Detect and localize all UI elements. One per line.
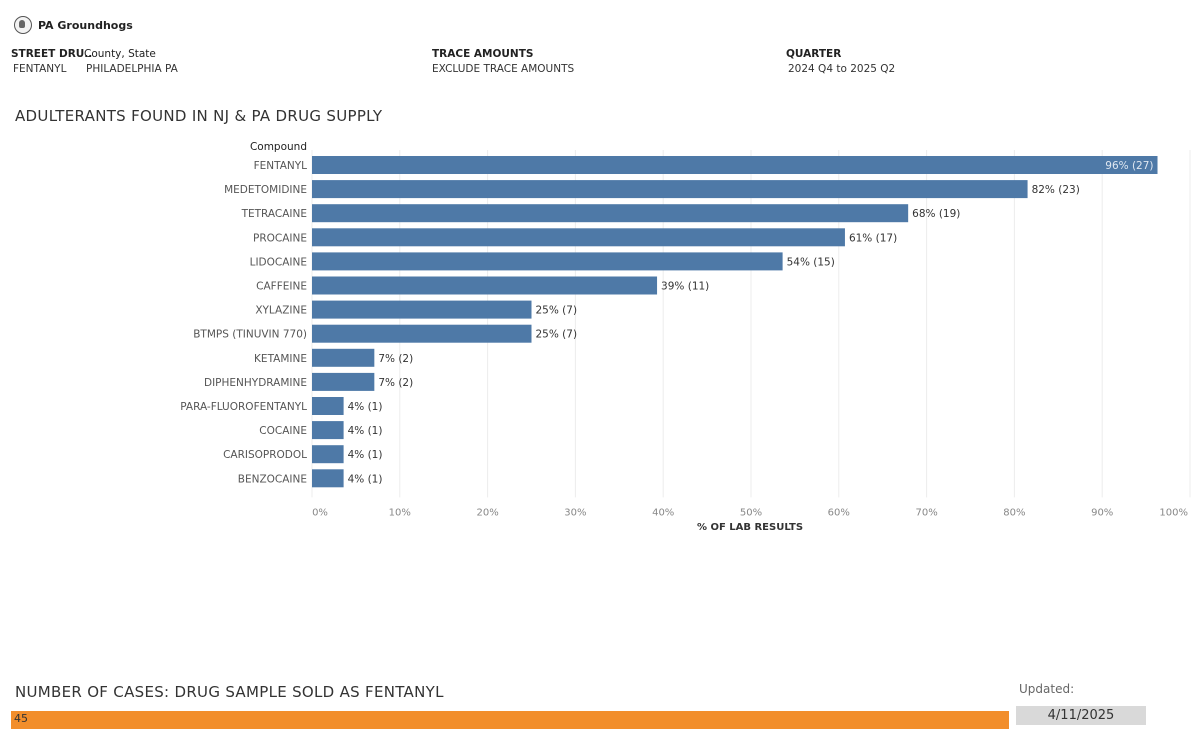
x-tick-label: 100%	[1159, 507, 1188, 518]
bar-value-label: 68% (19)	[912, 208, 960, 220]
quarter-filter-value[interactable]: 2024 Q4 to 2025 Q2	[788, 63, 896, 75]
bar-value-label: 61% (17)	[849, 232, 897, 244]
bar[interactable]	[312, 348, 375, 367]
x-tick-label: 40%	[652, 507, 674, 518]
x-tick-label: 0%	[312, 507, 328, 518]
bar[interactable]	[312, 469, 344, 488]
bar-value-label: 82% (23)	[1032, 184, 1080, 196]
x-tick-label: 90%	[1091, 507, 1113, 518]
bar-value-label: 4% (1)	[348, 425, 383, 437]
category-label: BTMPS (TINUVIN 770)	[193, 329, 307, 341]
bar-value-label: 96% (27)	[1105, 160, 1153, 172]
category-header: Compound	[250, 141, 307, 153]
bar[interactable]	[312, 156, 1158, 174]
cases-bar: 45	[11, 711, 1009, 729]
bar-value-label: 25% (7)	[536, 305, 578, 317]
bar-value-label: 7% (2)	[378, 353, 413, 365]
trace-amounts-filter-value[interactable]: EXCLUDE TRACE AMOUNTS	[432, 63, 575, 75]
bars: 96% (27) 82% (23) 68% (19) 61% (17) 54% (15)…	[312, 156, 1158, 488]
updated-label: Updated:	[1019, 682, 1075, 696]
street-drug-filter-value[interactable]: FENTANYL	[13, 63, 67, 75]
bar-value-label: 4% (1)	[348, 449, 383, 461]
category-label: PARA-FLUOROFENTANYL	[180, 401, 307, 413]
bar[interactable]	[312, 252, 783, 271]
category-label: CAFFEINE	[256, 281, 307, 293]
cases-count: 45	[14, 712, 28, 725]
bar-value-label: 39% (11)	[661, 281, 709, 293]
x-tick-label: 20%	[476, 507, 498, 518]
bar-value-label: 4% (1)	[348, 401, 383, 413]
adulterants-bar-chart: 96% (27) 82% (23) 68% (19) 61% (17) 54% (15)…	[180, 141, 1191, 533]
category-label: KETAMINE	[254, 353, 307, 365]
street-drug-filter-label: STREET DRU..	[11, 48, 93, 60]
bar[interactable]	[312, 421, 344, 440]
quarter-filter-label: QUARTER	[786, 48, 842, 60]
chart-title: ADULTERANTS FOUND IN NJ & PA DRUG SUPPLY	[15, 107, 383, 125]
brand-name: PA Groundhogs	[38, 18, 133, 32]
x-tick-label: 80%	[1003, 507, 1025, 518]
category-labels: FENTANYL MEDETOMIDINE TETRACAINE PROCAINE LI…	[180, 160, 307, 485]
bar[interactable]	[312, 372, 375, 391]
bar-value-label: 4% (1)	[348, 473, 383, 485]
x-tick-label: 50%	[740, 507, 762, 518]
category-label: COCAINE	[259, 425, 307, 437]
category-label: XYLAZINE	[255, 305, 307, 317]
bar-value-label: 54% (15)	[787, 256, 835, 268]
bar[interactable]	[312, 445, 344, 464]
category-label: MEDETOMIDINE	[224, 184, 307, 196]
county-state-filter-label: County, State	[84, 48, 156, 60]
category-label: LIDOCAINE	[250, 256, 307, 268]
brand: PA Groundhogs	[14, 16, 133, 34]
groundhog-logo-icon	[14, 16, 32, 34]
bar[interactable]	[312, 276, 658, 295]
category-label: CARISOPRODOL	[223, 449, 307, 461]
category-label: FENTANYL	[254, 160, 308, 172]
category-label: BENZOCAINE	[238, 473, 307, 485]
x-axis-label: % OF LAB RESULTS	[697, 522, 803, 533]
bar-value-label: 7% (2)	[378, 377, 413, 389]
bar[interactable]	[312, 228, 845, 247]
x-tick-label: 10%	[389, 507, 411, 518]
x-tick-label: 30%	[564, 507, 586, 518]
bar[interactable]	[312, 180, 1028, 199]
x-tick-labels: 0% 10% 20% 30% 40% 50% 60% 70% 80% 90% 100%	[312, 507, 1188, 518]
bar[interactable]	[312, 204, 909, 223]
bar[interactable]	[312, 300, 532, 319]
updated-date: 4/11/2025	[1016, 706, 1146, 725]
x-tick-label: 70%	[915, 507, 937, 518]
category-label: PROCAINE	[253, 232, 307, 244]
grid-lines	[311, 150, 1191, 498]
category-label: TETRACAINE	[241, 208, 307, 220]
category-label: DIPHENHYDRAMINE	[204, 377, 307, 389]
x-tick-label: 60%	[828, 507, 850, 518]
bar-value-label: 25% (7)	[536, 329, 578, 341]
bar[interactable]	[312, 397, 344, 415]
trace-amounts-filter-label: TRACE AMOUNTS	[432, 48, 534, 60]
cases-title: NUMBER OF CASES: DRUG SAMPLE SOLD AS FEN…	[15, 683, 444, 701]
bar[interactable]	[312, 324, 532, 343]
county-state-filter-value[interactable]: PHILADELPHIA PA	[86, 63, 178, 75]
